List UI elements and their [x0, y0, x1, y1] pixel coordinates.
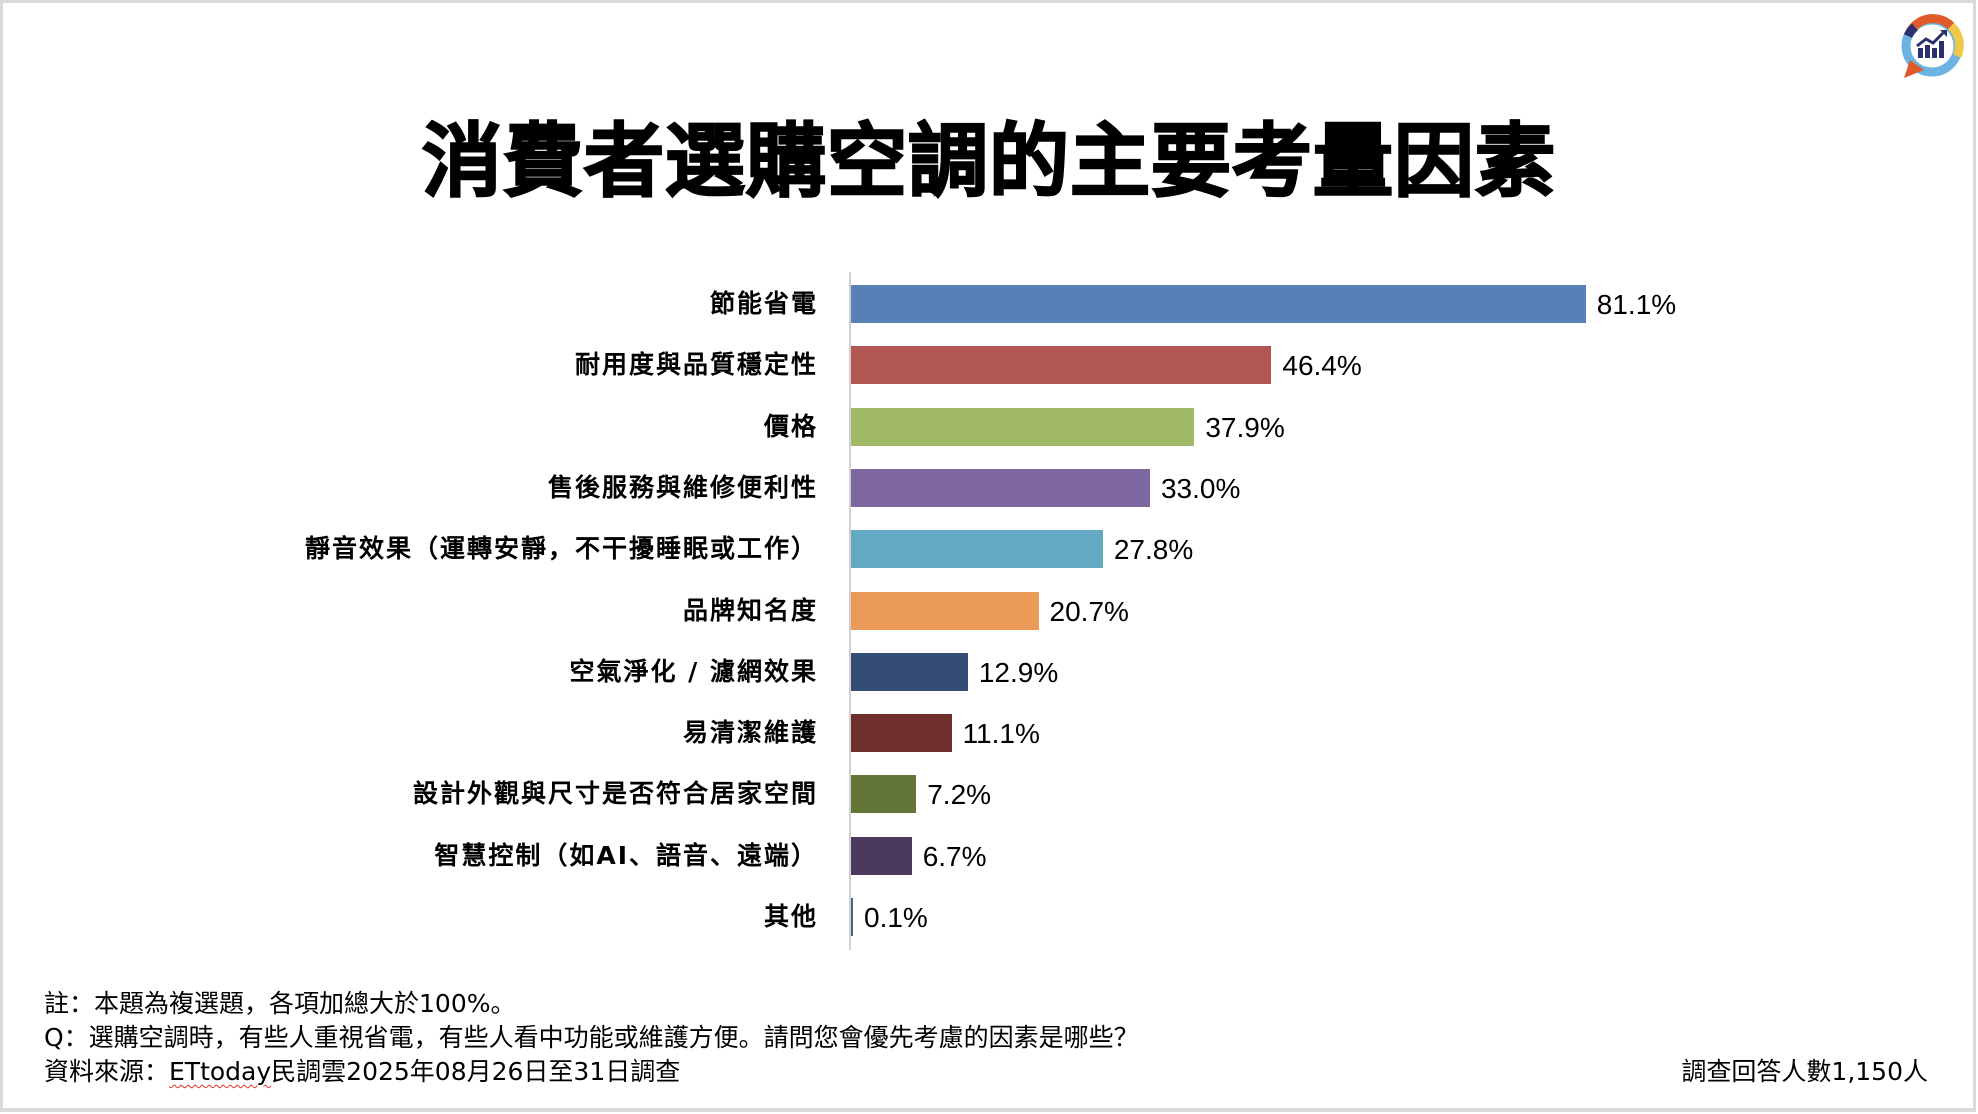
source-prefix: 資料來源：: [44, 1057, 170, 1086]
bar: [851, 714, 952, 753]
bar-row: 品牌知名度 20.7%: [0, 591, 1978, 631]
category-label: 品牌知名度: [682, 595, 818, 625]
footnote-question: Q：選購空調時，有些人重視省電，有些人看中功能或維護方便。請問您會優先考慮的因素…: [44, 1023, 1139, 1052]
bar-row: 設計外觀與尺寸是否符合居家空間 7.2%: [0, 774, 1978, 814]
category-label: 價格: [763, 411, 818, 441]
bar-row: 耐用度與品質穩定性 46.4%: [0, 345, 1978, 385]
category-label: 易清潔維護: [682, 718, 818, 748]
category-label: 耐用度與品質穩定性: [574, 350, 818, 380]
value-label: 46.4%: [1282, 350, 1362, 382]
category-label: 智慧控制（如AI、語音、遠端）: [434, 840, 818, 870]
value-label: 37.9%: [1205, 411, 1285, 443]
source-brand: ETtoday: [169, 1057, 272, 1086]
respondent-count: 調查回答人數1,150人: [1681, 1057, 1928, 1086]
category-axis-line: [849, 272, 851, 950]
bar: [851, 468, 1150, 507]
bar: [851, 346, 1272, 385]
value-label: 27.8%: [1113, 534, 1194, 566]
value-label: 33.0%: [1160, 472, 1241, 504]
category-label: 空氣淨化 / 濾網效果: [569, 656, 818, 686]
chart-title: 消費者選購空調的主要考量因素: [421, 114, 1556, 209]
bar-row: 其他 0.1%: [0, 897, 1978, 937]
bar-row: 空氣淨化 / 濾網效果 12.9%: [0, 652, 1978, 692]
bar: [851, 407, 1195, 446]
bar: [851, 775, 917, 814]
bar-row: 價格 37.9%: [0, 407, 1978, 447]
category-label: 設計外觀與尺寸是否符合居家空間: [412, 779, 818, 809]
source-suffix: 民調雲2025年08月26日至31日調查: [271, 1057, 681, 1086]
bar-row: 節能省電 81.1%: [0, 284, 1978, 324]
bar-row: 智慧控制（如AI、語音、遠端） 6.7%: [0, 836, 1978, 876]
value-label: 11.1%: [962, 718, 1040, 750]
category-label: 售後服務與維修便利性: [547, 472, 818, 502]
value-label: 6.7%: [922, 840, 987, 872]
bar-row: 售後服務與維修便利性 33.0%: [0, 468, 1978, 508]
footnote-multiple-choice: 註：本題為複選題，各項加總大於100%。: [44, 989, 516, 1018]
bar: [851, 652, 968, 691]
value-label: 12.9%: [978, 656, 1059, 688]
bar: [851, 898, 853, 936]
value-label: 81.1%: [1596, 289, 1677, 320]
category-label: 靜音效果（運轉安靜，不干擾睡眠或工作）: [304, 534, 818, 564]
survey-chart-logo-icon: [1901, 14, 1964, 78]
value-label: 7.2%: [927, 779, 992, 811]
bar: [851, 836, 912, 875]
value-label: 0.1%: [864, 902, 928, 933]
value-label: 20.7%: [1049, 595, 1129, 627]
bar: [851, 591, 1039, 630]
category-label: 其他: [763, 902, 818, 931]
category-label: 節能省電: [709, 289, 818, 318]
bar: [851, 530, 1103, 569]
bar-row: 靜音效果（運轉安靜，不干擾睡眠或工作） 27.8%: [0, 529, 1978, 569]
footnote-source: 資料來源：ETtoday民調雲2025年08月26日至31日調查: [44, 1055, 680, 1089]
bar-row: 易清潔維護 11.1%: [0, 713, 1978, 753]
bar: [851, 285, 1586, 323]
